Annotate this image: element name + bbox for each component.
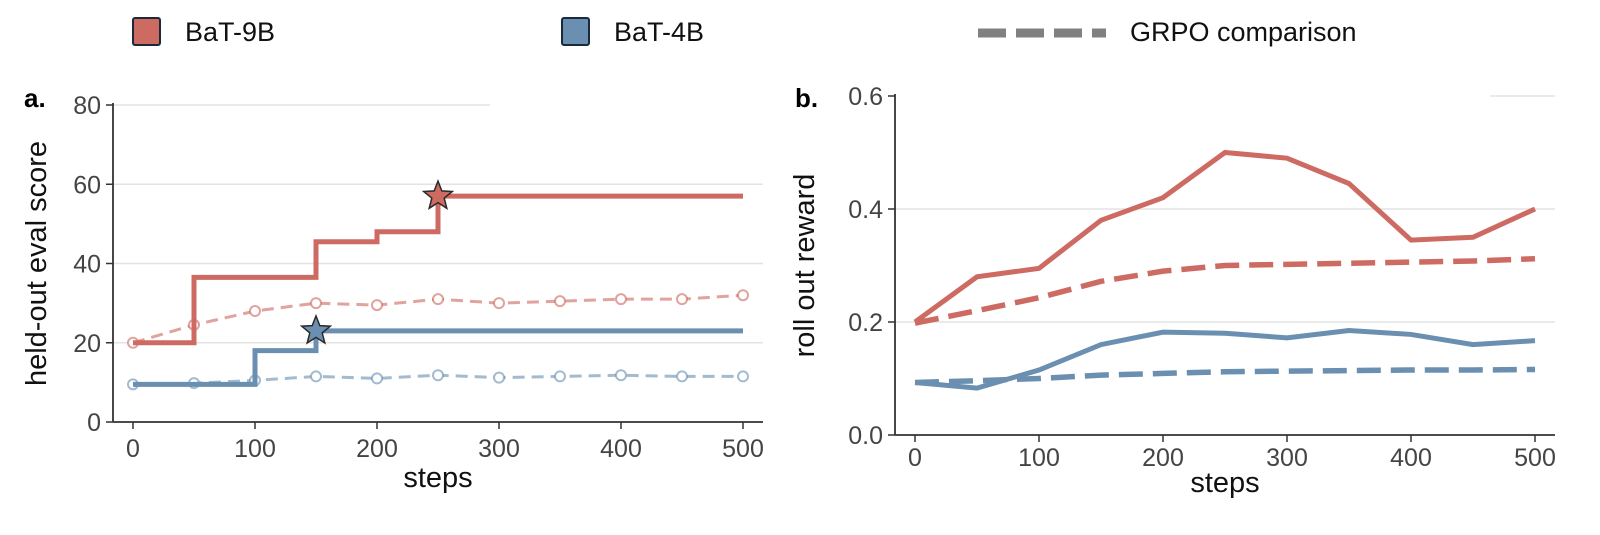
best-star-marker-bat-4b [299, 313, 333, 345]
y-tick-label-2: 0.4 [848, 196, 883, 224]
y-tick-label-3: 0.6 [848, 83, 883, 111]
data-point-bat-9b-grpo-comparison-8 [615, 293, 627, 306]
series-bat-4b-grpo-comparison [127, 369, 749, 391]
y-axis-title: held-out eval score [21, 141, 53, 386]
y-tick-label-0: 0 [87, 409, 101, 437]
series-line-bat-9b [913, 149, 1537, 325]
panel-letter: b. [795, 83, 818, 113]
y-axis-title: roll out reward [789, 174, 821, 358]
x-tick-label-4: 400 [600, 435, 642, 463]
data-point-bat-4b-grpo-comparison-9 [676, 370, 688, 383]
series-bat-9b [913, 149, 1537, 325]
x-tick-label-2: 200 [356, 435, 398, 463]
data-point-bat-9b-grpo-comparison-3 [310, 297, 322, 310]
series-line-bat-4b-grpo-comparison [914, 366, 1536, 386]
legend-label-bat-9b: BaT-9B [185, 17, 275, 47]
data-point-bat-4b-grpo-comparison-4 [371, 372, 383, 385]
x-tick-label-4: 400 [1390, 444, 1432, 472]
series-bat-4b-grpo-comparison [914, 366, 1536, 386]
series-bat-9b-grpo-comparison [127, 289, 749, 349]
y-tick-label-1: 20 [73, 330, 101, 358]
x-tick-label-0: 0 [126, 435, 140, 463]
data-point-bat-9b-grpo-comparison-9 [676, 293, 688, 306]
panel-b-chart: 0.0 0.2 0.4 0.6 0 100 200 300 400 500 steps roll ou… [789, 83, 1556, 499]
x-tick-label-3: 300 [1266, 444, 1308, 472]
x-axis-title: steps [403, 462, 472, 494]
data-point-bat-4b-grpo-comparison-6 [493, 371, 505, 384]
y-tick-label-1: 0.2 [848, 309, 883, 337]
data-point-bat-9b-grpo-comparison-5 [432, 293, 444, 306]
x-tick-label-3: 300 [478, 435, 520, 463]
panel-letter: a. [24, 83, 46, 113]
series-bat-9b-grpo-comparison [914, 255, 1536, 326]
panel-a-chart: 0 20 40 60 80 0 100 200 300 400 500 steps held-out e… [21, 83, 764, 494]
series-bat-4b [914, 327, 1536, 391]
legend-label-grpo-comparison: GRPO comparison [1130, 17, 1357, 47]
data-point-bat-9b-grpo-comparison-6 [493, 297, 505, 310]
y-tick-label-4: 80 [73, 92, 101, 120]
data-point-bat-9b-grpo-comparison-7 [554, 295, 566, 308]
legend-entry-bat-9b: BaT-9B [132, 17, 275, 47]
x-tick-label-1: 100 [234, 435, 276, 463]
y-tick-label-3: 60 [73, 171, 101, 199]
data-point-bat-4b-grpo-comparison-10 [737, 370, 749, 383]
x-tick-label-0: 0 [908, 444, 922, 472]
data-point-bat-9b-grpo-comparison-4 [371, 299, 383, 312]
series-line-bat-9b [133, 193, 743, 346]
data-point-bat-9b-grpo-comparison-10 [737, 289, 749, 302]
legend-swatch-bat-9b [132, 17, 161, 46]
series-bat-9b [133, 179, 743, 346]
legend-entry-bat-4b: BaT-4B [561, 17, 704, 47]
legend-label-bat-4b: BaT-4B [614, 17, 704, 47]
x-tick-label-5: 500 [1514, 444, 1556, 472]
x-tick-label-2: 200 [1142, 444, 1184, 472]
x-axis-title: steps [1190, 467, 1259, 499]
series-line-bat-9b-grpo-comparison [914, 255, 1536, 326]
series-line-bat-4b [133, 328, 743, 387]
x-tick-label-5: 500 [722, 435, 764, 463]
data-point-bat-4b-grpo-comparison-3 [310, 370, 322, 383]
y-tick-label-0: 0.0 [848, 422, 883, 450]
x-tick-label-1: 100 [1018, 444, 1060, 472]
series-line-bat-4b [914, 327, 1536, 391]
data-point-bat-4b-grpo-comparison-5 [432, 369, 444, 382]
best-star-marker-bat-9b [421, 179, 455, 210]
data-point-bat-9b-grpo-comparison-2 [249, 305, 261, 318]
legend-entry-grpo-comparison: GRPO comparison [978, 17, 1357, 47]
legend-swatch-bat-4b [561, 17, 590, 46]
legend: BaT-9B BaT-4B GRPO comparison [132, 17, 1357, 47]
data-point-bat-4b-grpo-comparison-8 [615, 369, 627, 382]
series-bat-4b [133, 313, 743, 387]
y-tick-label-2: 40 [73, 251, 101, 279]
data-point-bat-4b-grpo-comparison-7 [554, 370, 566, 383]
